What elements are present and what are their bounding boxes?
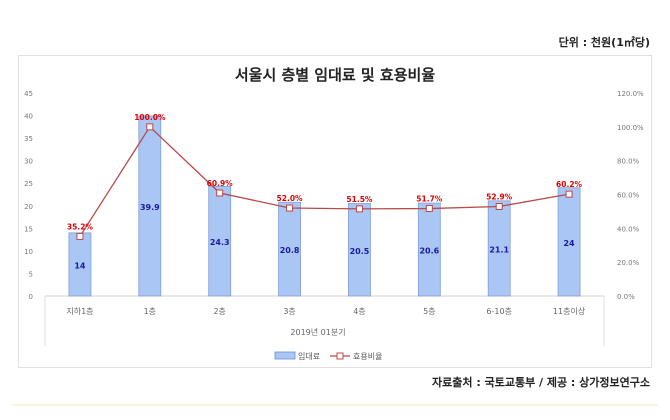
line-value-label: 52.0% [277, 194, 304, 203]
x-tick-label: 6-10층 [486, 307, 512, 316]
line-series [79, 125, 570, 237]
line-marker [146, 123, 154, 131]
x-tick-label: 1층 [144, 307, 156, 316]
y-left-tick: 30 [24, 158, 33, 166]
y-right-tick: 80.0% [617, 158, 640, 166]
line-value-label: 35.2% [67, 222, 94, 231]
y-right-tick: 40.0% [617, 225, 640, 233]
legend-line-marker [336, 352, 344, 360]
bar [278, 201, 301, 297]
line-marker [216, 189, 224, 197]
bar [557, 187, 581, 297]
y-left-tick: 35 [24, 135, 33, 143]
line-marker [76, 232, 84, 240]
y-left-tick: 0 [29, 293, 33, 301]
x-tick-label: 2층 [213, 307, 225, 316]
y-left-tick: 40 [24, 113, 33, 121]
legend-line-label: 효용비율 [353, 352, 382, 361]
bar [68, 232, 92, 297]
y-left-tick: 5 [29, 270, 33, 278]
y-right-tick: 20.0% [617, 259, 640, 267]
legend: 임대료 효용비율 [274, 351, 382, 361]
bar-value-label: 14 [74, 261, 86, 270]
chart-frame [18, 55, 652, 368]
unit-note: 단위 : 천원(1㎡당) [558, 36, 650, 49]
bar-value-label: 20.5 [350, 247, 370, 256]
line-value-label: 52.9% [486, 193, 513, 202]
line-marker [425, 205, 433, 213]
bar [487, 200, 511, 297]
line-marker [495, 203, 503, 211]
bar-value-label: 39.9 [140, 203, 160, 212]
bar-value-label: 20.8 [280, 246, 300, 255]
line-value-label: 51.7% [416, 195, 443, 204]
y-left-tick: 10 [24, 248, 33, 256]
x-tick-label: 지하1층 [66, 306, 93, 316]
line-value-label: 100.0% [134, 113, 166, 122]
y-left-tick: 15 [24, 225, 33, 233]
y-right-tick: 0.0% [617, 293, 635, 301]
x-tick-label: 3층 [283, 307, 295, 316]
bar-value-label: 21.1 [489, 245, 509, 254]
bar-value-label: 20.6 [419, 247, 439, 256]
y-left-tick: 45 [24, 90, 33, 98]
line-value-label: 60.2% [556, 180, 583, 189]
y-right-tick: 120.0% [617, 90, 644, 98]
line-value-label: 60.9% [207, 179, 234, 188]
legend-bar-swatch [274, 351, 296, 360]
y-right-tick: 60.0% [617, 192, 640, 200]
line-marker [355, 205, 363, 213]
bar [348, 203, 371, 297]
bar-value-label: 24 [563, 239, 575, 248]
bar [138, 115, 162, 297]
y-left-tick: 25 [24, 180, 33, 188]
divider [12, 404, 658, 406]
line-marker [565, 190, 573, 198]
legend-bar-label: 임대료 [298, 352, 320, 361]
bar [417, 202, 441, 297]
line-marker [286, 204, 294, 212]
y-left-tick: 20 [24, 203, 33, 211]
x-tick-label: 11층이상 [553, 306, 586, 316]
y-right-tick: 100.0% [617, 124, 644, 132]
bar-value-label: 24.3 [210, 238, 230, 247]
x-tick-label: 4층 [353, 307, 365, 316]
x-axis-label: 2019년 01분기 [290, 327, 345, 337]
source-note: 자료출처 : 국토교통부 / 제공 : 상가정보연구소 [432, 376, 650, 389]
chart-title: 서울시 층별 임대료 및 효용비율 [235, 66, 435, 84]
bar [208, 185, 232, 297]
x-tick-label: 5층 [423, 307, 435, 316]
line-value-label: 51.5% [346, 195, 373, 204]
